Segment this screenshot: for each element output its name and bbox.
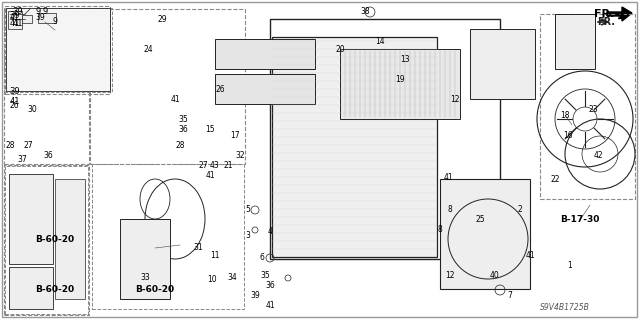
Text: 42: 42 (593, 151, 603, 160)
Text: 8: 8 (447, 205, 452, 214)
Text: B-60-20: B-60-20 (35, 286, 75, 294)
Text: 38: 38 (360, 8, 370, 17)
Bar (440, 179, 530, 289)
Text: 13: 13 (400, 56, 410, 64)
Text: 17: 17 (230, 130, 240, 139)
Bar (215, 74, 315, 104)
Text: 26: 26 (9, 100, 19, 109)
Text: S9V4B1725B: S9V4B1725B (540, 302, 590, 311)
Text: 5: 5 (246, 205, 250, 214)
Bar (215, 39, 315, 69)
Text: 23: 23 (588, 106, 598, 115)
Bar (270, 19, 500, 259)
Text: 31: 31 (193, 243, 203, 253)
Text: 18: 18 (560, 110, 570, 120)
Text: 30: 30 (27, 106, 37, 115)
Text: 33: 33 (140, 273, 150, 283)
Text: 9: 9 (42, 8, 47, 17)
Text: 28: 28 (5, 140, 15, 150)
Text: 34: 34 (227, 273, 237, 283)
Text: 27: 27 (23, 140, 33, 150)
Bar (5, 166, 88, 314)
Text: 11: 11 (211, 250, 220, 259)
Text: 39: 39 (35, 12, 45, 21)
Bar (22, 15, 32, 23)
Text: 41: 41 (170, 95, 180, 105)
Text: 41: 41 (265, 300, 275, 309)
Text: FR.: FR. (594, 9, 614, 19)
Text: 39: 39 (13, 8, 23, 17)
Text: 14: 14 (375, 38, 385, 47)
Text: 24: 24 (143, 46, 153, 55)
Polygon shape (607, 7, 632, 21)
Text: 12: 12 (451, 95, 460, 105)
Text: FR.: FR. (597, 17, 615, 27)
Text: 2: 2 (518, 205, 522, 214)
Text: 3: 3 (246, 231, 250, 240)
Text: 36: 36 (178, 125, 188, 135)
Text: 20: 20 (335, 46, 345, 55)
Text: 22: 22 (550, 175, 560, 184)
Text: B-17-30: B-17-30 (560, 216, 600, 225)
Text: 6: 6 (260, 254, 264, 263)
Text: 19: 19 (395, 76, 405, 85)
Bar (340, 49, 460, 119)
Text: 8: 8 (438, 226, 442, 234)
Text: 9: 9 (52, 18, 58, 26)
Bar (8, 11, 22, 29)
Text: 32: 32 (235, 151, 245, 160)
Text: 39: 39 (250, 291, 260, 300)
Text: B-60-20: B-60-20 (35, 235, 75, 244)
Text: 41: 41 (9, 12, 19, 21)
Text: 40: 40 (490, 271, 500, 279)
Text: 21: 21 (223, 160, 233, 169)
Bar (6, 8, 110, 91)
Text: 7: 7 (508, 291, 513, 300)
Text: 29: 29 (157, 16, 167, 25)
Text: 39: 39 (10, 86, 20, 95)
Text: 27: 27 (198, 160, 208, 169)
Bar (38, 13, 56, 23)
Text: B-60-20: B-60-20 (136, 286, 175, 294)
Text: 43: 43 (210, 160, 220, 169)
Text: 16: 16 (563, 130, 573, 139)
Bar (4, 9, 89, 164)
Text: 12: 12 (445, 271, 455, 279)
Bar (120, 219, 170, 299)
Text: 41: 41 (10, 19, 20, 28)
Bar (55, 179, 85, 299)
Bar (9, 174, 53, 264)
Text: 4: 4 (268, 227, 273, 236)
Text: 41: 41 (443, 174, 453, 182)
Text: 39: 39 (10, 11, 20, 19)
Text: 36: 36 (43, 151, 53, 160)
Text: 35: 35 (260, 271, 270, 279)
Bar (540, 14, 635, 199)
Bar (470, 29, 535, 99)
Bar (5, 6, 110, 94)
Bar (555, 14, 595, 69)
Text: 15: 15 (205, 125, 215, 135)
Text: 41: 41 (205, 170, 215, 180)
Bar (4, 8, 112, 92)
Text: 37: 37 (17, 155, 27, 165)
Bar (90, 9, 245, 164)
Bar (9, 267, 53, 309)
Text: 41: 41 (10, 97, 20, 106)
Text: 41: 41 (13, 19, 23, 27)
Bar (92, 164, 244, 309)
Text: 28: 28 (175, 140, 185, 150)
Text: 36: 36 (265, 280, 275, 290)
Text: 9: 9 (35, 8, 40, 17)
Text: 41: 41 (525, 250, 535, 259)
Text: 10: 10 (207, 276, 217, 285)
Text: 35: 35 (178, 115, 188, 124)
Text: 25: 25 (475, 216, 485, 225)
Text: 1: 1 (568, 261, 572, 270)
Text: 26: 26 (215, 85, 225, 94)
Bar (4, 165, 89, 315)
Bar (272, 37, 437, 257)
